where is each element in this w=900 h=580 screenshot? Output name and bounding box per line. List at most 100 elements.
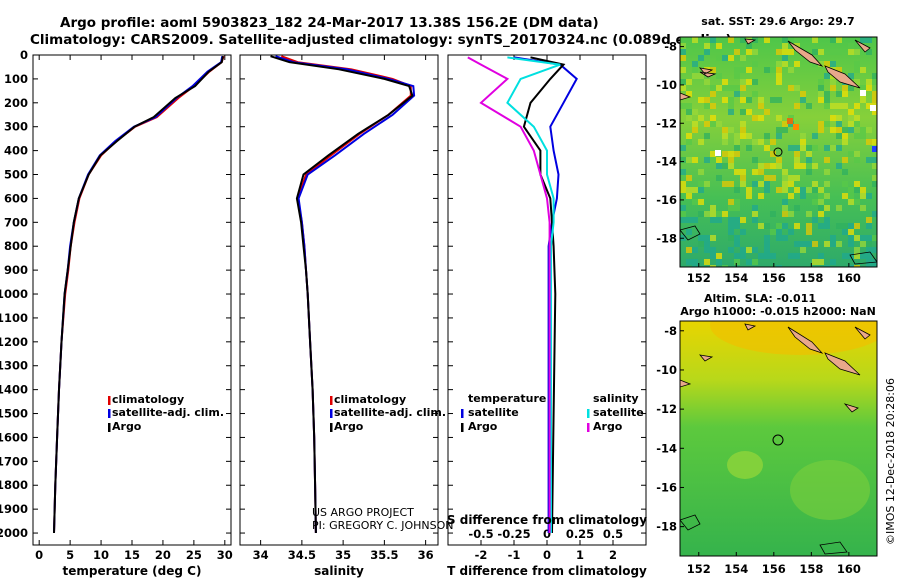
sst-cell — [830, 259, 836, 265]
y-tick-label: 1500 — [0, 407, 28, 421]
sst-cell — [782, 211, 788, 217]
sst-cell — [836, 133, 842, 139]
map-y-tick-label: -12 — [656, 116, 677, 130]
sst-cell — [848, 43, 854, 49]
sst-cell — [794, 103, 800, 109]
sst-cell — [824, 217, 830, 223]
sst-cell — [692, 157, 698, 163]
sst-cell — [770, 139, 776, 145]
sst-cell — [704, 79, 710, 85]
sst-cell — [710, 121, 716, 127]
sst-cell — [680, 55, 686, 61]
sst-cell — [734, 241, 740, 247]
x-tick-label: 35 — [335, 548, 351, 562]
sst-cell — [740, 85, 746, 91]
sst-cell — [800, 139, 806, 145]
sst-cell — [860, 127, 866, 133]
sla-islands — [680, 323, 871, 413]
sst-cell — [848, 223, 854, 229]
sst-cell — [848, 73, 854, 79]
sla-argo-location-marker — [772, 434, 784, 446]
sst-cell — [716, 43, 722, 49]
sst-cell — [704, 157, 710, 163]
sst-cell — [722, 127, 728, 133]
sst-cell — [734, 91, 740, 97]
sst-cell — [728, 37, 734, 43]
sst-cell — [716, 157, 722, 163]
map-y-tick-label: -10 — [656, 78, 677, 92]
sst-cell — [752, 181, 758, 187]
x-tick-label: 30 — [217, 548, 233, 562]
x-tick-label: 15 — [124, 548, 140, 562]
sst-cell — [764, 241, 770, 247]
sst-cell — [872, 181, 877, 187]
sst-cell — [830, 103, 836, 109]
sst-cell — [728, 235, 734, 241]
sst-cell — [770, 211, 776, 217]
sst-cell — [764, 247, 770, 253]
sst-cell — [740, 169, 746, 175]
sst-cell — [794, 37, 800, 43]
sst-cell — [860, 187, 866, 193]
sst-cell — [842, 91, 848, 97]
legend-swatch — [587, 423, 590, 432]
sla-reef-outlines — [680, 514, 848, 555]
sst-cell — [848, 151, 854, 157]
sst-cell — [698, 115, 704, 121]
sst-cell — [848, 115, 854, 121]
sst-cell — [872, 97, 877, 103]
sst-cell — [710, 37, 716, 43]
series-line-climatology — [53, 55, 225, 534]
legend-swatch — [330, 423, 333, 432]
sst-cell — [710, 265, 716, 267]
sst-cell — [854, 181, 860, 187]
sst-cell — [860, 90, 866, 96]
sst-cell — [836, 145, 842, 151]
sst-cell — [812, 259, 818, 265]
sst-cell — [752, 217, 758, 223]
y-tick-label: 0 — [20, 48, 28, 62]
map-x-tick-label: 158 — [799, 562, 823, 576]
credit-pi: PI: GREGORY C. JOHNSON — [312, 519, 453, 532]
series-line-satellite-adj-clim- — [53, 56, 224, 534]
y-tick-label: 1200 — [0, 335, 28, 349]
sst-cell — [836, 49, 842, 55]
sst-cell — [848, 265, 854, 267]
sst-cell — [728, 103, 734, 109]
sst-cell — [776, 187, 782, 193]
x-tick-label: -1 — [508, 548, 521, 562]
sst-cell — [740, 253, 746, 259]
sst-cell — [806, 103, 812, 109]
sst-cell — [836, 91, 842, 97]
map-x-tick-label: 158 — [799, 271, 823, 285]
sst-cell — [824, 97, 830, 103]
sst-cell — [740, 133, 746, 139]
sst-cell — [854, 199, 860, 205]
x-tick-label: 34.5 — [288, 548, 316, 562]
sst-cell — [746, 187, 752, 193]
sst-cell — [794, 157, 800, 163]
sst-argo-location-marker — [773, 147, 783, 157]
sst-cell — [872, 157, 877, 163]
sst-cell — [734, 235, 740, 241]
sst-cell — [860, 85, 866, 91]
sst-cell — [710, 85, 716, 91]
map-y-tick-label: -12 — [656, 402, 677, 416]
sst-cell — [680, 79, 686, 85]
sst-cell — [824, 91, 830, 97]
sst-cell — [746, 133, 752, 139]
sst-cell — [728, 229, 734, 235]
sst-cell — [866, 85, 872, 91]
sst-cell — [824, 61, 830, 67]
sst-cell — [704, 121, 710, 127]
x-tick-label: 36 — [418, 548, 434, 562]
y-tick-label: 1400 — [0, 383, 28, 397]
map-y-tick-label: -14 — [656, 155, 677, 169]
sst-cell — [812, 217, 818, 223]
sst-reef-outlines — [680, 225, 877, 265]
sst-cell — [794, 151, 800, 157]
sst-cell — [680, 85, 686, 91]
sst-cell — [854, 61, 860, 67]
x-tick-label: 0 — [35, 548, 43, 562]
sst-cell — [812, 241, 818, 247]
